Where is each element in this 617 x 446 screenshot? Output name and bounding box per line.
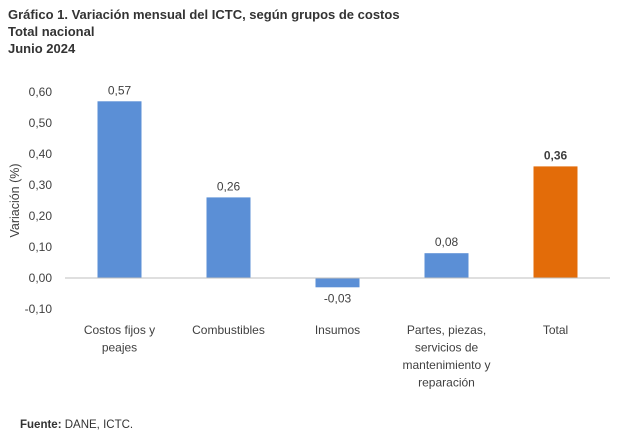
source-label: Fuente: bbox=[20, 419, 62, 431]
data-label: -0,03 bbox=[324, 291, 352, 305]
y-tick-label: 0,40 bbox=[29, 147, 53, 161]
y-tick-label: 0,60 bbox=[29, 85, 53, 99]
source-text: DANE, ICTC. bbox=[64, 419, 134, 431]
y-tick-label: -0,10 bbox=[25, 302, 53, 316]
x-tick-label: Partes, piezas, servicios de mantenimiento… bbox=[402, 323, 490, 390]
bar bbox=[97, 101, 142, 278]
bar bbox=[206, 197, 251, 278]
y-tick-label: 0,10 bbox=[29, 240, 53, 254]
source-note: Fuente: DANE, ICTC. bbox=[20, 419, 133, 431]
data-label: 0,08 bbox=[435, 235, 459, 249]
bar bbox=[315, 278, 360, 288]
y-tick-label: 0,20 bbox=[29, 209, 53, 223]
chart-title: Gráfico 1. Variación mensual del ICTC, s… bbox=[8, 7, 400, 22]
bar bbox=[424, 253, 469, 278]
y-tick-label: 0,30 bbox=[29, 178, 53, 192]
x-tick-label: Combustibles bbox=[192, 323, 265, 337]
data-label: 0,36 bbox=[544, 148, 568, 162]
y-tick-label: 0,00 bbox=[29, 271, 53, 285]
y-tick-label: 0,50 bbox=[29, 116, 53, 130]
x-tick-label: Insumos bbox=[315, 323, 360, 337]
chart-titles: Gráfico 1. Variación mensual del ICTC, s… bbox=[8, 6, 400, 57]
y-axis-label: Variación (%) bbox=[8, 163, 22, 237]
x-tick-label: Total bbox=[543, 323, 568, 337]
x-tick-label: Costos fijos y peajes bbox=[84, 323, 155, 355]
data-label: 0,26 bbox=[217, 179, 241, 193]
chart-subtitle-period: Junio 2024 bbox=[8, 41, 76, 56]
bar bbox=[533, 166, 578, 278]
data-label: 0,57 bbox=[108, 83, 132, 97]
chart-subtitle-region: Total nacional bbox=[8, 24, 95, 39]
